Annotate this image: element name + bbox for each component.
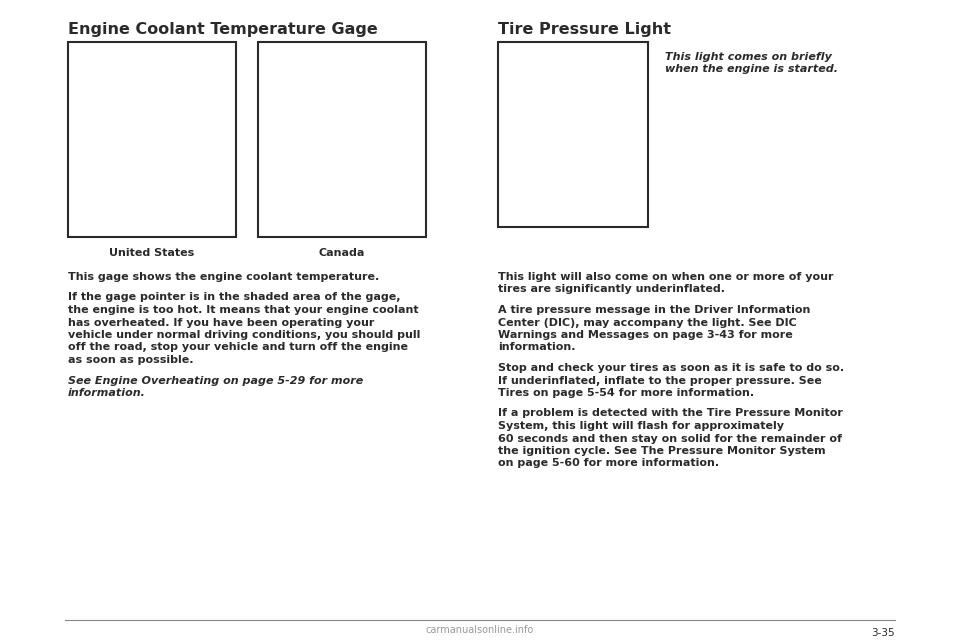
Text: Warnings and Messages on page 3-43 for more: Warnings and Messages on page 3-43 for m… <box>498 330 793 340</box>
Text: If a problem is detected with the Tire Pressure Monitor: If a problem is detected with the Tire P… <box>498 408 843 419</box>
Text: the ignition cycle. See The Pressure Monitor System: the ignition cycle. See The Pressure Mon… <box>498 446 826 456</box>
Text: Engine Coolant Temperature Gage: Engine Coolant Temperature Gage <box>68 22 377 37</box>
Bar <box>498 42 648 227</box>
Text: If underinflated, inflate to the proper pressure. See: If underinflated, inflate to the proper … <box>498 376 822 385</box>
Text: information.: information. <box>68 388 146 398</box>
Text: Center (DIC), may accompany the light. See DIC: Center (DIC), may accompany the light. S… <box>498 317 797 328</box>
Text: This gage shows the engine coolant temperature.: This gage shows the engine coolant tempe… <box>68 272 379 282</box>
Text: This light will also come on when one or more of your: This light will also come on when one or… <box>498 272 833 282</box>
Text: as soon as possible.: as soon as possible. <box>68 355 194 365</box>
Text: United States: United States <box>109 248 195 258</box>
Text: 60 seconds and then stay on solid for the remainder of: 60 seconds and then stay on solid for th… <box>498 433 842 444</box>
Text: Canada: Canada <box>319 248 365 258</box>
Text: vehicle under normal driving conditions, you should pull: vehicle under normal driving conditions,… <box>68 330 420 340</box>
Text: Stop and check your tires as soon as it is safe to do so.: Stop and check your tires as soon as it … <box>498 363 844 373</box>
Text: on page 5-60 for more information.: on page 5-60 for more information. <box>498 458 719 468</box>
Text: Tires on page 5-54 for more information.: Tires on page 5-54 for more information. <box>498 388 755 398</box>
Bar <box>258 42 426 237</box>
Text: A tire pressure message in the Driver Information: A tire pressure message in the Driver In… <box>498 305 810 315</box>
Text: when the engine is started.: when the engine is started. <box>665 65 838 74</box>
Text: System, this light will flash for approximately: System, this light will flash for approx… <box>498 421 784 431</box>
Text: tires are significantly underinflated.: tires are significantly underinflated. <box>498 285 725 294</box>
Text: Tire Pressure Light: Tire Pressure Light <box>498 22 671 37</box>
Text: off the road, stop your vehicle and turn off the engine: off the road, stop your vehicle and turn… <box>68 342 408 353</box>
Text: This light comes on briefly: This light comes on briefly <box>665 52 832 62</box>
Text: carmanualsonline.info: carmanualsonline.info <box>426 625 534 635</box>
Text: If the gage pointer is in the shaded area of the gage,: If the gage pointer is in the shaded are… <box>68 292 400 303</box>
Bar <box>68 42 236 237</box>
Text: See Engine Overheating on page 5-29 for more: See Engine Overheating on page 5-29 for … <box>68 376 363 385</box>
Text: has overheated. If you have been operating your: has overheated. If you have been operati… <box>68 317 374 328</box>
Text: 3-35: 3-35 <box>872 628 895 638</box>
Text: the engine is too hot. It means that your engine coolant: the engine is too hot. It means that you… <box>68 305 419 315</box>
Text: information.: information. <box>498 342 575 353</box>
